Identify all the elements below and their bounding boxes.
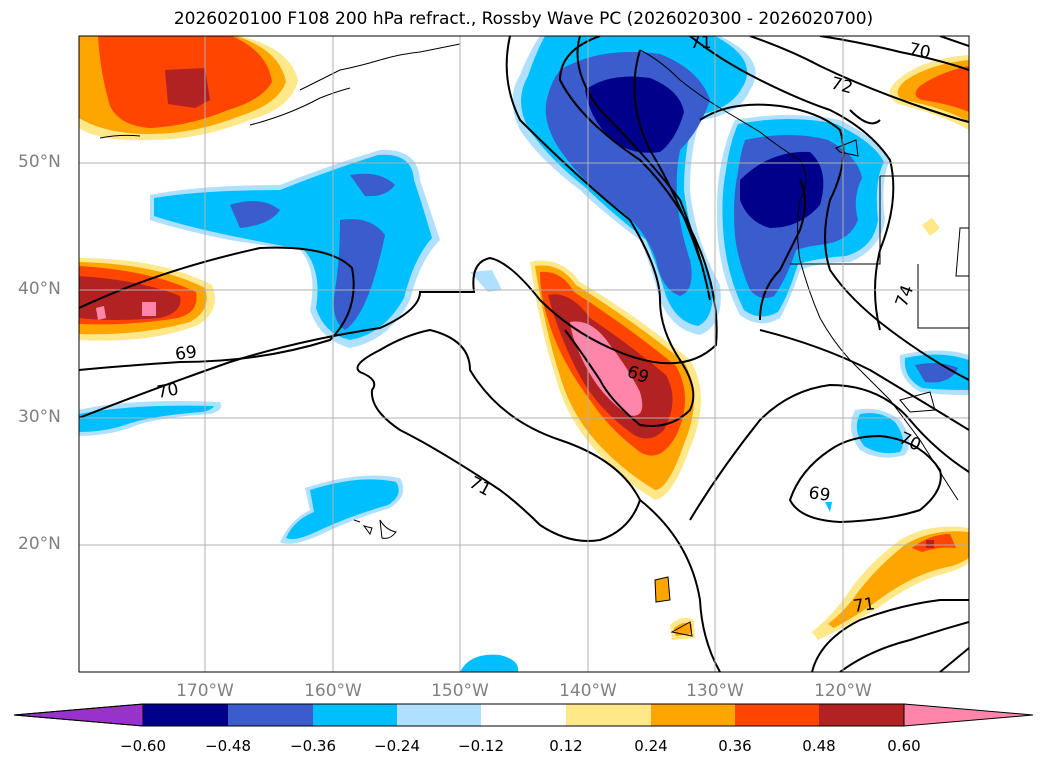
lat-label: 20°N: [18, 534, 61, 554]
lat-label: 50°N: [18, 152, 61, 172]
map-plot-area: 71 70 72 69 70 71 69 69 70 71 74: [79, 33, 969, 672]
contour-label: 69: [807, 483, 831, 506]
map-title: 2026020100 F108 200 hPa refract., Rossby…: [173, 9, 874, 29]
colorbar-tick-label: 0.36: [718, 737, 752, 755]
lat-label: 40°N: [18, 279, 61, 299]
colorbar: [13, 703, 1034, 727]
colorbar-bin: [143, 704, 228, 726]
contour-label: 69: [174, 342, 198, 365]
colorbar-tick-label: −0.24: [374, 737, 420, 755]
lon-label: 140°W: [559, 681, 617, 701]
colorbar-tick-label: 0.60: [887, 737, 921, 755]
lat-label: 30°N: [18, 407, 61, 427]
contour-label: 70: [907, 39, 932, 63]
contour-label: 71: [690, 33, 712, 53]
gridlines: [79, 36, 969, 672]
lon-label: 170°W: [176, 681, 234, 701]
colorbar-bin: [397, 704, 481, 726]
colorbar-tick-label: −0.36: [290, 737, 336, 755]
contour-label: 71: [852, 594, 876, 617]
colorbar-tick-label: −0.60: [120, 737, 166, 755]
colorbar-tick-label: 0.12: [549, 737, 583, 755]
colorbar-extend-low: [13, 703, 144, 727]
colorbar-bin: [313, 704, 397, 726]
colorbar-tick-label: −0.48: [205, 737, 251, 755]
colorbar-bin: [819, 704, 904, 726]
colorbar-tick-label: −0.12: [458, 737, 504, 755]
map-frame: [78, 35, 970, 673]
colorbar-tick-label: 0.24: [634, 737, 668, 755]
lon-label: 150°W: [431, 681, 489, 701]
lon-label: 130°W: [686, 681, 744, 701]
contour-lines: [79, 36, 969, 672]
coastlines: [99, 43, 969, 637]
lon-label: 160°W: [304, 681, 362, 701]
colorbar-extend-high: [904, 704, 1033, 726]
colorbar-bin: [481, 704, 566, 726]
contour-label: 70: [155, 379, 180, 402]
lon-label: 120°W: [814, 681, 872, 701]
colorbar-bin: [566, 704, 651, 726]
colorbar-bin: [228, 704, 313, 726]
positive-anomaly-fill: [79, 36, 969, 640]
colorbar-tick-label: 0.48: [802, 737, 836, 755]
colorbar-bin: [735, 704, 819, 726]
colorbar-bin: [651, 704, 735, 726]
